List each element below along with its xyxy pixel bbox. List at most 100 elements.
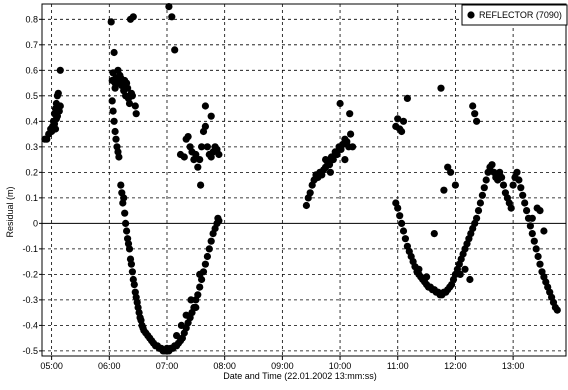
data-point [180,153,188,161]
data-point [194,291,202,299]
data-point [474,207,483,215]
data-point [509,181,517,189]
data-point [346,110,354,118]
data-point [336,99,344,108]
data-point [302,201,310,210]
x-tick-label: 12:00 [444,361,467,371]
data-point [128,268,136,276]
data-point [528,214,536,222]
data-points-layer [41,3,561,355]
data-point [123,227,131,235]
data-point [403,94,411,102]
data-point [326,168,334,176]
data-point [325,161,334,169]
data-point [401,235,409,243]
data-point [456,270,464,278]
data-point [517,184,525,192]
data-point [553,306,561,314]
data-point [519,191,527,199]
data-point [201,260,209,268]
data-point [451,181,459,189]
data-point [129,13,137,21]
y-tick-label: -0.2 [22,269,38,279]
data-point [513,168,521,176]
y-tick-label: 0.1 [25,193,38,203]
data-point [196,283,204,291]
data-point [430,230,438,238]
data-point [521,199,529,207]
data-point [197,181,205,189]
data-point [466,275,474,284]
data-point [196,156,204,164]
data-point [437,84,445,92]
data-point [198,143,206,151]
data-point [333,150,341,159]
data-point [182,311,190,319]
data-point [480,184,488,192]
y-tick-label: 0.3 [25,142,38,152]
y-tick-label: 0.4 [25,116,38,126]
y-tick-label: 0.2 [25,167,38,177]
data-point [476,199,484,207]
data-point [130,281,138,289]
data-point [109,107,117,115]
data-point [399,227,408,235]
x-tick-label: 10:00 [329,361,352,371]
data-point [168,13,176,21]
data-point [120,194,128,202]
data-point [536,207,544,215]
data-point [482,176,490,184]
y-tick-label: 0.8 [25,14,38,24]
data-point [131,102,139,110]
data-point [117,181,125,189]
x-tick-label: 05:00 [40,361,63,371]
data-point [121,209,129,217]
data-point [447,168,455,176]
data-point [124,84,132,92]
data-point [201,102,209,110]
legend-box [461,4,568,26]
data-point [111,127,119,136]
axis-layer: 0.8 0.7 0.6 0.5 0.4 0.3 0.2 0.1 0 -0.1 -0.2 -0.3 -0.… [22,14,524,371]
x-tick-label: 13:00 [502,361,525,371]
data-point [498,173,506,181]
data-point [125,245,134,253]
y-tick-label: -0.1 [22,244,38,254]
data-point [499,181,508,189]
plot-frame [41,3,567,357]
data-point [322,156,330,164]
data-point [415,265,423,273]
data-point [530,237,538,245]
data-point [173,332,181,340]
data-point [488,161,496,169]
y-tick-label: -0.4 [22,320,38,330]
data-point [394,115,402,123]
data-point [132,110,140,118]
data-point [56,66,64,74]
data-point [440,186,448,194]
data-point [207,237,215,245]
data-point [471,110,479,118]
data-point [194,163,202,171]
legend-label: REFLECTOR (7090) [479,10,562,20]
data-point [51,125,60,133]
legend: REFLECTOR (7090) [461,4,568,26]
data-point [115,153,123,161]
data-point [184,133,192,141]
data-point [523,207,531,215]
data-point [540,227,548,235]
data-point [122,219,130,227]
data-point [329,156,337,164]
data-point [125,99,134,108]
data-point [203,143,211,151]
data-point [396,212,404,220]
data-point [534,252,542,261]
y-tick-label: -0.5 [22,346,38,356]
data-point [110,117,118,125]
x-tick-label: 09:00 [271,361,294,371]
y-tick-label: 0.6 [25,65,38,75]
data-point [399,117,408,125]
